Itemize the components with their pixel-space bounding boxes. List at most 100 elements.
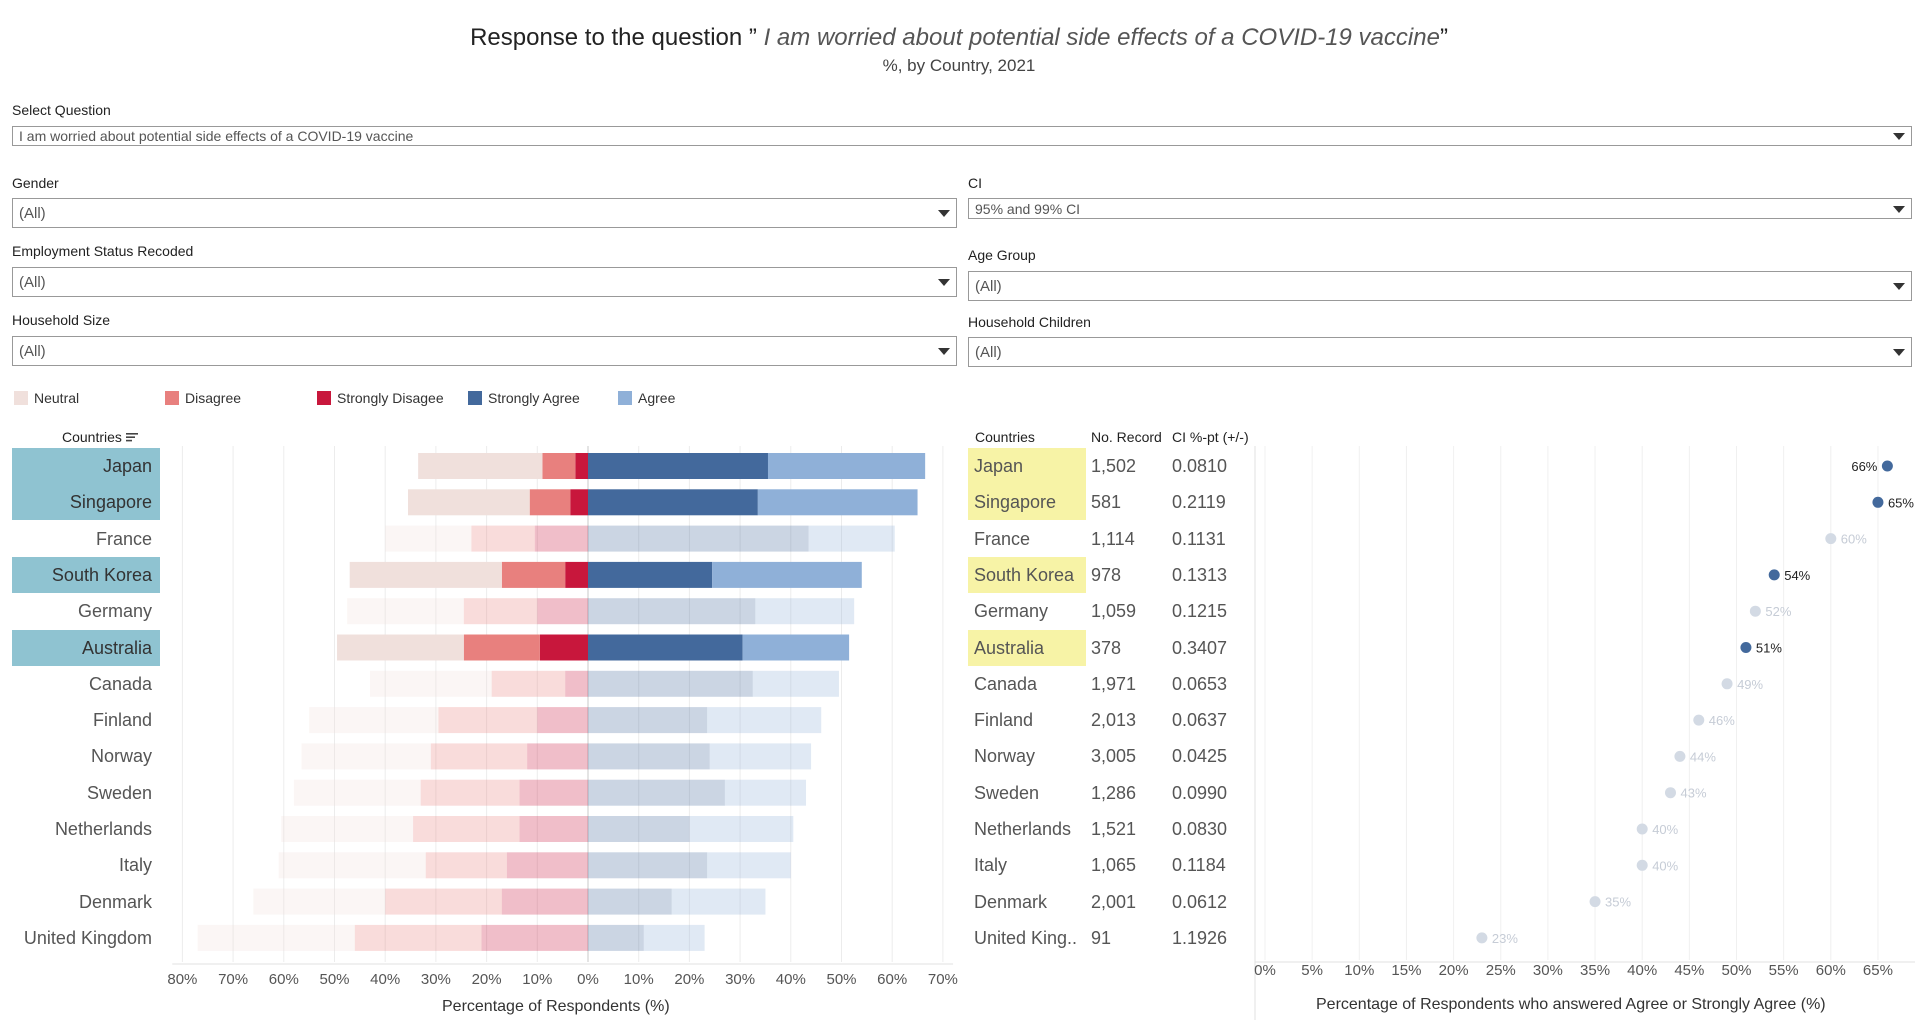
legend-strongly-disagree[interactable]: Strongly Disagee	[317, 390, 444, 406]
bar-segment-strongly-agree[interactable]	[588, 453, 768, 479]
table-row-country[interactable]: Germany	[974, 601, 1049, 622]
bar-segment-disagree[interactable]	[413, 816, 520, 842]
bar-segment-strongly-agree[interactable]	[588, 816, 690, 842]
country-label[interactable]: Netherlands	[54, 819, 152, 839]
bar-segment-strongly-disagee[interactable]	[537, 707, 588, 734]
table-row-country[interactable]: Italy	[974, 855, 1008, 876]
bar-segment-strongly-agree[interactable]	[588, 634, 743, 661]
legend-disagree[interactable]: Disagree	[165, 390, 241, 406]
country-label[interactable]: France	[95, 528, 152, 549]
dot-point[interactable]	[1589, 896, 1601, 908]
bar-segment-strongly-agree[interactable]	[588, 670, 753, 697]
dot-point[interactable]	[1740, 642, 1752, 653]
country-label[interactable]: South Korea	[12, 556, 160, 593]
bar-segment-agree[interactable]	[757, 489, 918, 516]
table-row-country[interactable]: France	[974, 528, 1031, 549]
dot-point[interactable]	[1636, 859, 1648, 871]
bar-segment-strongly-disagee[interactable]	[527, 743, 588, 770]
bar-segment-disagree[interactable]	[438, 707, 538, 734]
bar-segment-agree[interactable]	[767, 453, 926, 479]
bar-segment-strongly-agree[interactable]	[588, 888, 672, 915]
bar-segment-agree[interactable]	[712, 561, 862, 588]
select-question-dropdown[interactable]: I am worried about potential side effect…	[12, 126, 1912, 146]
table-row-country[interactable]: Australia	[968, 629, 1086, 666]
dot-point[interactable]	[1693, 714, 1705, 726]
bar-segment-neutral[interactable]	[197, 924, 355, 951]
gender-dropdown[interactable]: (All)	[12, 198, 957, 228]
country-label[interactable]: Finland	[92, 710, 152, 731]
bar-segment-neutral[interactable]	[349, 561, 502, 588]
bar-segment-disagree[interactable]	[354, 924, 482, 951]
bar-segment-neutral[interactable]	[408, 489, 530, 516]
bar-segment-strongly-disagee[interactable]	[539, 634, 588, 661]
table-row-country[interactable]: Denmark	[974, 891, 1048, 912]
bar-segment-neutral[interactable]	[301, 743, 431, 770]
bar-segment-disagree[interactable]	[471, 525, 535, 552]
bar-segment-neutral[interactable]	[369, 670, 492, 697]
bar-segment-agree[interactable]	[707, 707, 822, 734]
bar-segment-disagree[interactable]	[501, 561, 566, 588]
legend-neutral[interactable]: Neutral	[14, 390, 79, 406]
bar-segment-strongly-disagee[interactable]	[481, 924, 588, 951]
dot-point[interactable]	[1721, 678, 1733, 690]
bar-segment-strongly-agree[interactable]	[588, 707, 708, 734]
table-row-country[interactable]: United King..	[974, 927, 1078, 948]
bar-segment-strongly-agree[interactable]	[588, 525, 809, 552]
bar-segment-neutral[interactable]	[385, 525, 472, 552]
bar-segment-disagree[interactable]	[463, 634, 540, 661]
bar-segment-agree[interactable]	[689, 816, 794, 842]
bar-segment-strongly-disagee[interactable]	[565, 670, 588, 697]
table-row-country[interactable]: Norway	[974, 746, 1036, 767]
bar-segment-disagree[interactable]	[529, 489, 571, 516]
household-size-dropdown[interactable]: (All)	[12, 336, 957, 366]
bar-segment-strongly-disagee[interactable]	[519, 816, 588, 842]
bar-segment-neutral[interactable]	[281, 816, 414, 842]
legend-agree[interactable]: Agree	[618, 390, 675, 406]
bar-segment-strongly-agree[interactable]	[588, 924, 644, 951]
bar-segment-strongly-agree[interactable]	[588, 852, 708, 879]
country-label[interactable]: Denmark	[78, 891, 152, 912]
bar-segment-agree[interactable]	[755, 598, 855, 625]
country-label[interactable]: Singapore	[12, 484, 160, 521]
bar-segment-disagree[interactable]	[491, 670, 566, 697]
bar-segment-agree[interactable]	[707, 852, 791, 879]
bar-segment-strongly-disagee[interactable]	[519, 779, 588, 806]
bar-segment-agree[interactable]	[709, 743, 812, 770]
bar-segment-disagree[interactable]	[420, 779, 520, 806]
dot-point[interactable]	[1636, 823, 1648, 835]
bar-segment-disagree[interactable]	[425, 852, 507, 879]
bar-segment-disagree[interactable]	[542, 453, 576, 479]
dot-point[interactable]	[1674, 750, 1686, 762]
bar-segment-neutral[interactable]	[347, 598, 464, 625]
table-row-country[interactable]: Singapore	[968, 484, 1086, 521]
table-row-country[interactable]: South Korea	[968, 556, 1086, 593]
ci-dropdown[interactable]: 95% and 99% CI	[968, 198, 1912, 219]
bar-segment-strongly-disagee[interactable]	[570, 489, 588, 516]
countries-sort-header[interactable]: Countries	[62, 429, 139, 445]
bar-segment-disagree[interactable]	[463, 598, 538, 625]
bar-segment-strongly-disagee[interactable]	[565, 561, 588, 588]
household-children-dropdown[interactable]: (All)	[968, 337, 1912, 367]
bar-segment-agree[interactable]	[643, 924, 705, 951]
employment-dropdown[interactable]: (All)	[12, 267, 957, 297]
dot-point[interactable]	[1476, 932, 1488, 944]
bar-segment-agree[interactable]	[724, 779, 807, 806]
bar-segment-strongly-disagee[interactable]	[506, 852, 588, 879]
country-label[interactable]: Norway	[90, 746, 152, 767]
country-label[interactable]: United Kingdom	[23, 927, 152, 948]
dot-point[interactable]	[1881, 460, 1893, 472]
bar-segment-strongly-agree[interactable]	[588, 561, 713, 588]
table-row-country[interactable]: Finland	[974, 710, 1034, 731]
country-label[interactable]: Germany	[77, 601, 152, 622]
bar-segment-neutral[interactable]	[418, 453, 543, 479]
bar-segment-strongly-disagee[interactable]	[537, 598, 588, 625]
country-label[interactable]: Australia	[12, 629, 160, 666]
country-label[interactable]: Canada	[88, 673, 152, 694]
table-row-country[interactable]: Canada	[974, 673, 1038, 694]
bar-segment-neutral[interactable]	[293, 779, 421, 806]
age-group-dropdown[interactable]: (All)	[968, 271, 1912, 301]
country-label[interactable]: Japan	[12, 448, 160, 484]
table-row-country[interactable]: Netherlands	[974, 819, 1072, 839]
bar-segment-strongly-agree[interactable]	[588, 779, 725, 806]
bar-segment-agree[interactable]	[752, 670, 839, 697]
